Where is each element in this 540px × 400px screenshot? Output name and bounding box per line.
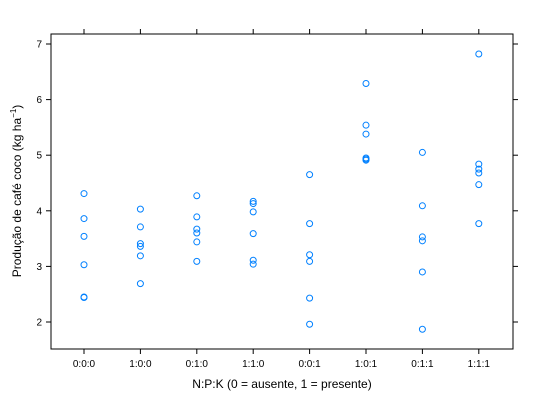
data-point [249,208,257,216]
data-point [418,233,426,241]
data-point [193,238,201,246]
y-tick-label: 5 [36,151,42,162]
data-point [362,130,370,138]
data-point [136,242,144,250]
data-point [362,79,370,87]
data-point [475,50,483,58]
data-point [80,232,88,240]
x-tick-label: 0:1:0 [186,359,209,370]
data-point [136,280,144,288]
y-axis-title-close: ) [10,105,24,109]
x-tick-label: 0:0:1 [298,359,321,370]
y-tick-label: 6 [36,95,42,106]
data-point [475,169,483,177]
data-point [249,200,257,208]
y-tick-label: 7 [36,40,42,51]
data-point [306,294,314,302]
data-point [475,220,483,228]
x-tick-label: 1:1:0 [242,359,265,370]
data-point [193,192,201,200]
data-point [306,171,314,179]
x-tick-label: 1:0:0 [129,359,152,370]
data-point [418,325,426,333]
data-point [362,121,370,129]
data-point [418,148,426,156]
data-point [418,268,426,276]
x-axis: 0:0:0 1:0:0 0:1:0 1:1:0 0:0:1 1:0:1 0:1:1 1:1:1 [73,29,490,370]
y-tick-label: 2 [36,318,42,329]
data-point [193,257,201,265]
y-axis-title: Produção de café coco (kg ha−1) [9,105,24,278]
data-point [136,252,144,260]
x-tick-label: 0:1:1 [411,359,434,370]
y-tick-label: 3 [36,262,42,273]
data-point [249,260,257,268]
data-point [418,237,426,245]
data-point [80,294,88,302]
data-point [475,165,483,173]
data-point [306,251,314,259]
data-point [362,156,370,164]
x-tick-label: 1:0:1 [355,359,378,370]
data-point [136,205,144,213]
data-points [80,50,483,333]
data-point [80,261,88,269]
x-tick-label: 1:1:1 [468,359,491,370]
data-point [306,320,314,328]
data-point [80,215,88,223]
data-point [136,223,144,231]
data-point [249,197,257,205]
x-axis-title: N:P:K (0 = ausente, 1 = presente) [192,377,371,391]
y-axis-title-main: Produção de café coco (kg ha [10,118,24,278]
y-axis-title-superscript: −1 [9,108,18,118]
data-point [193,225,201,233]
data-point [193,213,201,221]
x-tick-label: 0:0:0 [73,359,96,370]
data-point [475,181,483,189]
plot-frame [50,33,514,350]
data-point [136,240,144,248]
data-point [418,202,426,210]
data-point [80,190,88,198]
data-point [306,220,314,228]
data-point [249,256,257,264]
data-point [306,257,314,265]
data-point [249,230,257,238]
y-axis: 2 3 4 5 6 7 [36,40,518,329]
data-point [475,160,483,168]
y-tick-label: 4 [36,206,42,217]
data-point [193,229,201,237]
